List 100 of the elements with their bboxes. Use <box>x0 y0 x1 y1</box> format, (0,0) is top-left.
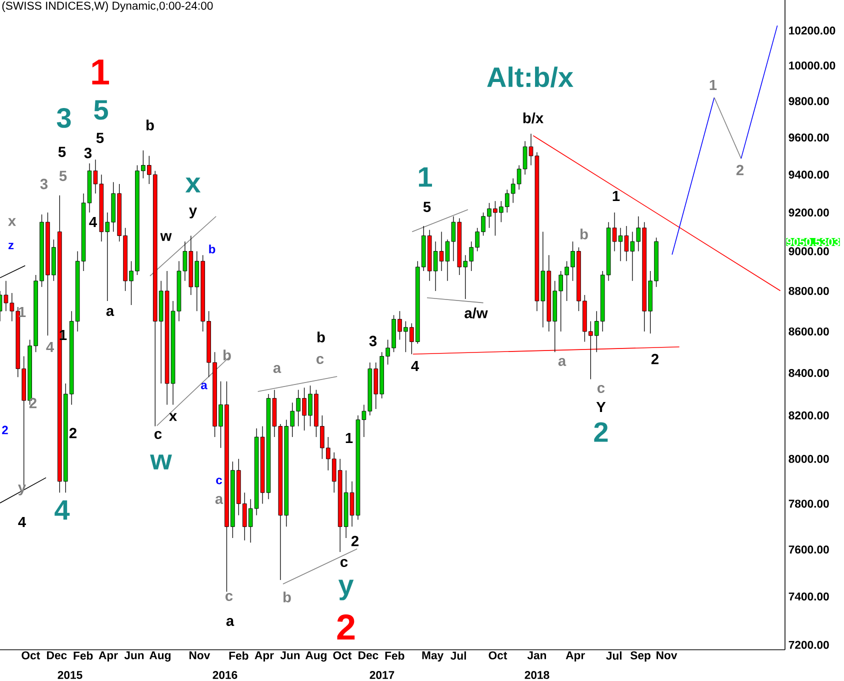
annotation: 2 <box>351 536 358 546</box>
annotation: 2 <box>736 164 744 176</box>
x-tick-label: Jun <box>124 651 144 660</box>
x-tick-label: Feb <box>74 651 93 660</box>
annotation: 1 <box>346 432 353 444</box>
annotation: a/w <box>464 308 488 318</box>
annotation: a <box>226 618 234 626</box>
annotation: 4 <box>89 216 97 228</box>
y-tick-label: 8600.00 <box>788 327 829 336</box>
x-tick-label: Apr <box>566 651 585 662</box>
text: 2018 <box>524 670 550 679</box>
annotation: 2 <box>594 422 608 442</box>
y-tick-label: 8200.00 <box>788 411 829 420</box>
annotation: 3 <box>369 336 377 346</box>
annotation: a <box>273 364 282 374</box>
annotation: Alt:b/x <box>487 66 574 88</box>
annotation: 4 <box>46 342 54 352</box>
annotation: y <box>338 580 354 600</box>
text: 9050.5303 <box>786 238 840 246</box>
y-tick-label: 10000.00 <box>789 61 836 70</box>
x-tick-label: Aug <box>305 651 326 662</box>
x-tick-label: Jul <box>606 651 622 660</box>
x-tick-label: Oct <box>333 651 352 660</box>
annotation: a <box>201 382 208 390</box>
x-tick-label: Nov <box>656 651 678 660</box>
x-tick-label: Aug <box>150 651 171 662</box>
y-tick-label: 7800.00 <box>788 500 829 508</box>
x-tick-label: Jun <box>280 651 300 660</box>
annotation: x <box>185 178 201 192</box>
annotation: w <box>150 454 172 470</box>
y-tick-label: 9600.00 <box>788 134 829 142</box>
y-tick-label: 7200.00 <box>788 640 829 649</box>
annotation: c <box>597 384 605 394</box>
annotation: b <box>580 228 588 240</box>
chart-title: (SWISS INDICES,W) Dynamic,0:00-24:00 <box>2 1 213 12</box>
annotation: c <box>154 430 162 440</box>
y-tick-label: 9400.00 <box>788 170 829 179</box>
y-tick-label: 9800.00 <box>788 97 829 106</box>
y-tick-label: 8000.00 <box>788 454 829 463</box>
annotation: x <box>169 413 177 421</box>
annotation: c <box>225 592 233 602</box>
annotation: b <box>209 244 216 254</box>
annotation: 2 <box>651 354 658 364</box>
annotation: 2 <box>2 426 8 434</box>
annotation: 1 <box>418 167 432 187</box>
annotation: b <box>283 592 291 602</box>
annotation: 3 <box>40 178 48 190</box>
y-tick-label: 9200.00 <box>788 208 829 217</box>
annotation: c <box>340 558 348 568</box>
annotation: a <box>215 496 224 504</box>
annotation: y <box>189 208 197 218</box>
annotation: a <box>106 308 114 316</box>
annotation: x <box>8 218 16 226</box>
annotation: 4 <box>18 516 26 528</box>
y-tick-label: 8400.00 <box>788 368 829 377</box>
x-tick-label: Feb <box>385 651 404 660</box>
annotation: 2 <box>337 614 355 640</box>
annotation: w <box>160 233 172 241</box>
annotation: 1 <box>18 306 26 318</box>
annotation: c <box>216 478 222 484</box>
annotation: 2 <box>69 428 76 438</box>
annotation: a <box>558 358 566 366</box>
annotation: Y <box>596 402 606 412</box>
annotation: b <box>317 332 325 342</box>
annotation: b <box>146 120 154 130</box>
x-tick-label: Jan <box>527 651 546 660</box>
y-tick-label: 8800.00 <box>788 286 829 295</box>
x-tick-label: Apr <box>98 651 118 662</box>
annotation: 5 <box>94 100 108 120</box>
annotation: 4 <box>54 500 70 520</box>
annotation: 1 <box>612 190 620 202</box>
annotation: 5 <box>423 202 431 212</box>
annotation: b <box>223 350 231 360</box>
annotation: 4 <box>411 360 419 372</box>
x-tick-label: May <box>422 651 444 662</box>
y-tick-label: 7600.00 <box>788 546 829 554</box>
annotation: 1 <box>92 60 110 84</box>
y-tick-label: 9000.00 <box>788 247 829 256</box>
annotation: 5 <box>58 146 66 158</box>
annotation: b/x <box>523 112 544 124</box>
annotation: z <box>8 242 14 250</box>
text: 2015 <box>58 670 82 679</box>
x-tick-label: Oct <box>22 651 40 660</box>
x-tick-label: Nov <box>189 651 210 660</box>
x-tick-label: Feb <box>229 651 248 660</box>
annotation: 5 <box>59 170 67 182</box>
x-tick-label: Oct <box>488 651 508 660</box>
annotation: 3 <box>84 148 92 158</box>
text: 2016 <box>212 670 238 679</box>
x-tick-label: Apr <box>254 651 274 662</box>
x-tick-label: Dec <box>47 651 67 660</box>
annotation: 2 <box>29 398 36 408</box>
x-tick-label: Sep <box>630 651 650 662</box>
annotation: 3 <box>56 108 71 128</box>
x-tick-label: Dec <box>358 651 378 660</box>
y-tick-label: 10200.00 <box>789 26 836 35</box>
text: 2017 <box>370 670 394 679</box>
y-tick-label: 7400.00 <box>788 592 829 600</box>
annotation: 5 <box>96 132 104 144</box>
annotation: 1 <box>710 80 717 90</box>
